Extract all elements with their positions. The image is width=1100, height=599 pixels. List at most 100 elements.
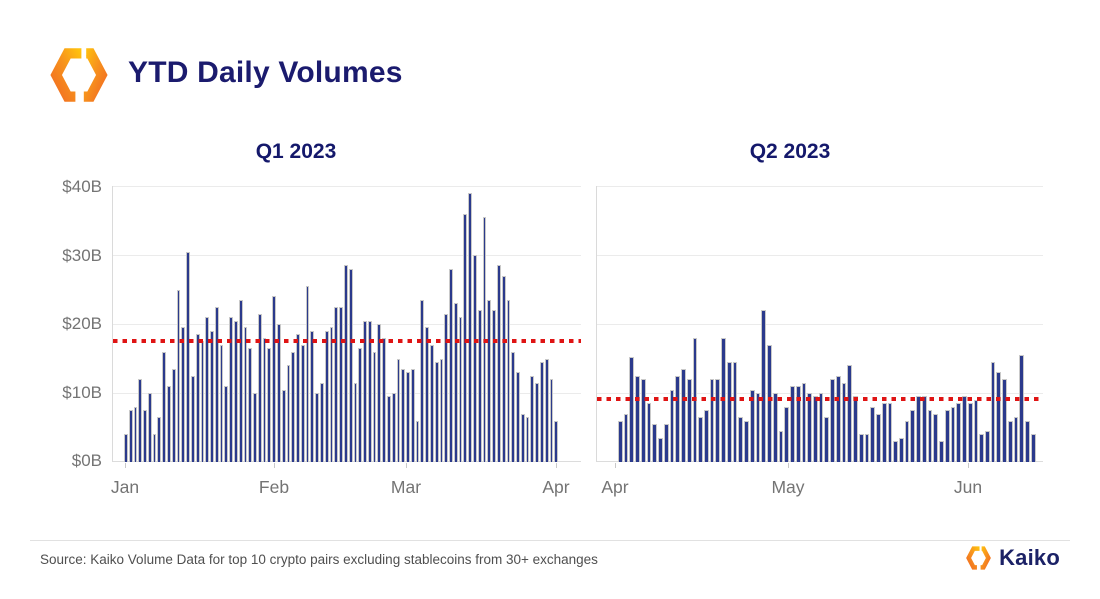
bar bbox=[167, 386, 171, 462]
kaiko-brand-footer: Kaiko bbox=[965, 545, 1060, 571]
q2-bar-chart bbox=[596, 186, 1043, 462]
bar bbox=[296, 334, 300, 462]
bar bbox=[143, 410, 147, 462]
bar bbox=[229, 317, 233, 462]
y-tick-label: $0B bbox=[71, 451, 102, 470]
kaiko-logo-icon bbox=[966, 546, 991, 570]
bar bbox=[784, 406, 790, 462]
bar bbox=[864, 434, 870, 462]
x-tick-label: Feb bbox=[258, 477, 290, 497]
x-tick-label: May bbox=[771, 477, 805, 497]
bar bbox=[315, 393, 320, 462]
bar bbox=[910, 410, 916, 462]
bar bbox=[979, 434, 984, 462]
q1-bar-chart bbox=[112, 186, 581, 462]
bar bbox=[181, 327, 186, 462]
bar bbox=[1013, 417, 1019, 462]
bar bbox=[353, 382, 358, 462]
x-tick-mark bbox=[556, 463, 557, 468]
bar bbox=[549, 379, 554, 462]
bar bbox=[305, 286, 310, 462]
bar bbox=[458, 317, 463, 462]
panel-title-q1: Q1 2023 bbox=[255, 140, 337, 163]
bar bbox=[921, 396, 927, 462]
bar bbox=[300, 344, 305, 462]
bar bbox=[1019, 355, 1025, 462]
bar bbox=[128, 410, 133, 462]
q2-average-dotted-line bbox=[597, 396, 1043, 401]
bar bbox=[812, 396, 818, 462]
bar bbox=[990, 361, 996, 462]
gridline-40b bbox=[597, 186, 1043, 187]
bar bbox=[401, 368, 406, 462]
bar bbox=[367, 320, 372, 462]
bar bbox=[468, 192, 473, 462]
bar bbox=[372, 351, 377, 462]
bar bbox=[1025, 420, 1030, 462]
bar bbox=[420, 299, 425, 462]
bar bbox=[171, 368, 176, 462]
bar bbox=[709, 379, 715, 462]
bar bbox=[801, 382, 807, 462]
bar bbox=[669, 389, 675, 462]
bar bbox=[767, 344, 772, 462]
bar bbox=[272, 296, 276, 462]
bar bbox=[704, 410, 709, 462]
bar bbox=[675, 375, 681, 462]
kaiko-logo-icon bbox=[50, 48, 108, 102]
bar bbox=[147, 393, 152, 462]
bar bbox=[377, 324, 382, 462]
bar bbox=[554, 420, 559, 462]
bar bbox=[686, 379, 692, 462]
q1-bars bbox=[124, 186, 559, 462]
bar bbox=[487, 299, 492, 462]
x-tick-mark bbox=[406, 463, 407, 468]
bar bbox=[310, 330, 315, 462]
bar bbox=[841, 382, 847, 462]
bar bbox=[286, 365, 291, 462]
x-tick-label: Apr bbox=[601, 477, 629, 497]
bar bbox=[124, 434, 128, 462]
bar bbox=[348, 268, 353, 462]
bar bbox=[870, 406, 876, 462]
bar bbox=[152, 434, 157, 462]
bar bbox=[939, 441, 944, 462]
bar bbox=[339, 306, 343, 462]
bar bbox=[473, 255, 477, 462]
bar bbox=[663, 424, 669, 462]
bar bbox=[790, 386, 795, 462]
bar bbox=[343, 265, 348, 462]
bar bbox=[835, 375, 841, 462]
x-tick-mark bbox=[125, 463, 126, 468]
bar bbox=[887, 403, 893, 462]
bar bbox=[623, 413, 629, 462]
x-tick-label: Jan bbox=[110, 477, 140, 497]
bar bbox=[496, 265, 501, 462]
bar bbox=[755, 393, 761, 462]
bar bbox=[463, 213, 468, 462]
bar bbox=[847, 365, 853, 462]
bar bbox=[492, 310, 496, 462]
bar bbox=[329, 327, 334, 462]
bar bbox=[334, 306, 339, 462]
bar bbox=[162, 351, 167, 462]
bar bbox=[233, 320, 238, 462]
bar bbox=[186, 251, 190, 462]
bar bbox=[876, 413, 881, 462]
bar bbox=[640, 379, 646, 462]
bar bbox=[138, 379, 143, 462]
y-tick-label: $10B bbox=[62, 382, 102, 402]
page-title: YTD Daily Volumes bbox=[128, 56, 403, 89]
bar bbox=[281, 389, 286, 462]
bar bbox=[358, 348, 363, 462]
bar bbox=[516, 372, 520, 462]
bar bbox=[391, 393, 396, 462]
bar bbox=[744, 420, 749, 462]
bar bbox=[818, 393, 824, 462]
bar bbox=[453, 303, 458, 462]
bar bbox=[477, 310, 482, 462]
bar bbox=[157, 417, 162, 462]
bar bbox=[956, 403, 962, 462]
bar bbox=[962, 396, 967, 462]
